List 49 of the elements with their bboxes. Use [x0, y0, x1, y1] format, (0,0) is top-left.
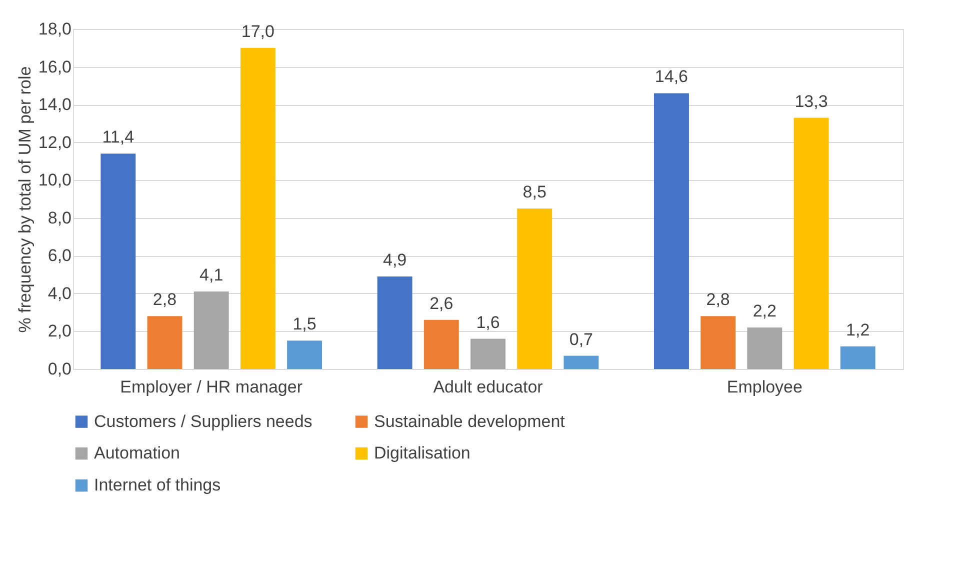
bar	[794, 118, 829, 369]
data-label: 4,1	[200, 266, 224, 285]
y-tick-label: 16,0	[38, 57, 72, 76]
bar	[517, 208, 552, 369]
bar	[424, 320, 459, 369]
data-label: 1,2	[846, 320, 870, 340]
data-label: 2,2	[752, 301, 776, 320]
bar	[747, 327, 782, 369]
bar	[840, 346, 876, 369]
bar	[700, 316, 736, 369]
y-tick-label: 2,0	[48, 322, 72, 341]
x-tick-label: Employer / HR manager	[120, 378, 303, 396]
data-label: 4,9	[382, 250, 407, 270]
data-label: 2,6	[430, 294, 454, 313]
y-tick-label: 8,0	[48, 208, 72, 228]
data-label: 0,7	[569, 330, 594, 349]
legend-label: Sustainable development	[374, 412, 566, 431]
bar	[470, 338, 506, 369]
data-label: 13,3	[794, 92, 828, 111]
y-tick-label: 14,0	[38, 95, 72, 114]
data-label: 1,5	[292, 314, 316, 334]
y-tick-label: 18,0	[38, 20, 72, 38]
y-tick-label: 4,0	[48, 284, 72, 303]
bar	[287, 340, 322, 369]
y-axis-title: % frequency by total of UM per role	[15, 66, 34, 333]
y-tick-label: 10,0	[38, 170, 72, 190]
x-tick-label: Employee	[726, 378, 802, 396]
data-label: 2,8	[152, 290, 177, 310]
bar	[654, 93, 689, 369]
bar	[194, 292, 229, 369]
bar	[564, 356, 599, 369]
legend-label: Internet of things	[94, 476, 221, 494]
y-tick-label: 6,0	[48, 246, 72, 266]
data-label: 2,8	[706, 290, 730, 310]
data-label: 14,6	[654, 67, 688, 86]
legend-label: Digitalisation	[374, 444, 470, 462]
legend-label: Customers / Suppliers needs	[94, 412, 312, 431]
bar	[100, 154, 136, 369]
x-tick-label: Adult educator	[433, 378, 544, 396]
bar	[240, 48, 276, 369]
y-tick-label: 12,0	[38, 132, 72, 152]
data-label: 11,4	[102, 128, 134, 147]
data-label: 17,0	[241, 22, 274, 41]
bar	[377, 276, 412, 369]
bar	[147, 316, 182, 369]
data-label: 8,5	[522, 182, 546, 202]
legend-label: Automation	[94, 444, 180, 462]
y-tick-label: 0,0	[48, 360, 72, 378]
data-label: 1,6	[476, 312, 500, 332]
